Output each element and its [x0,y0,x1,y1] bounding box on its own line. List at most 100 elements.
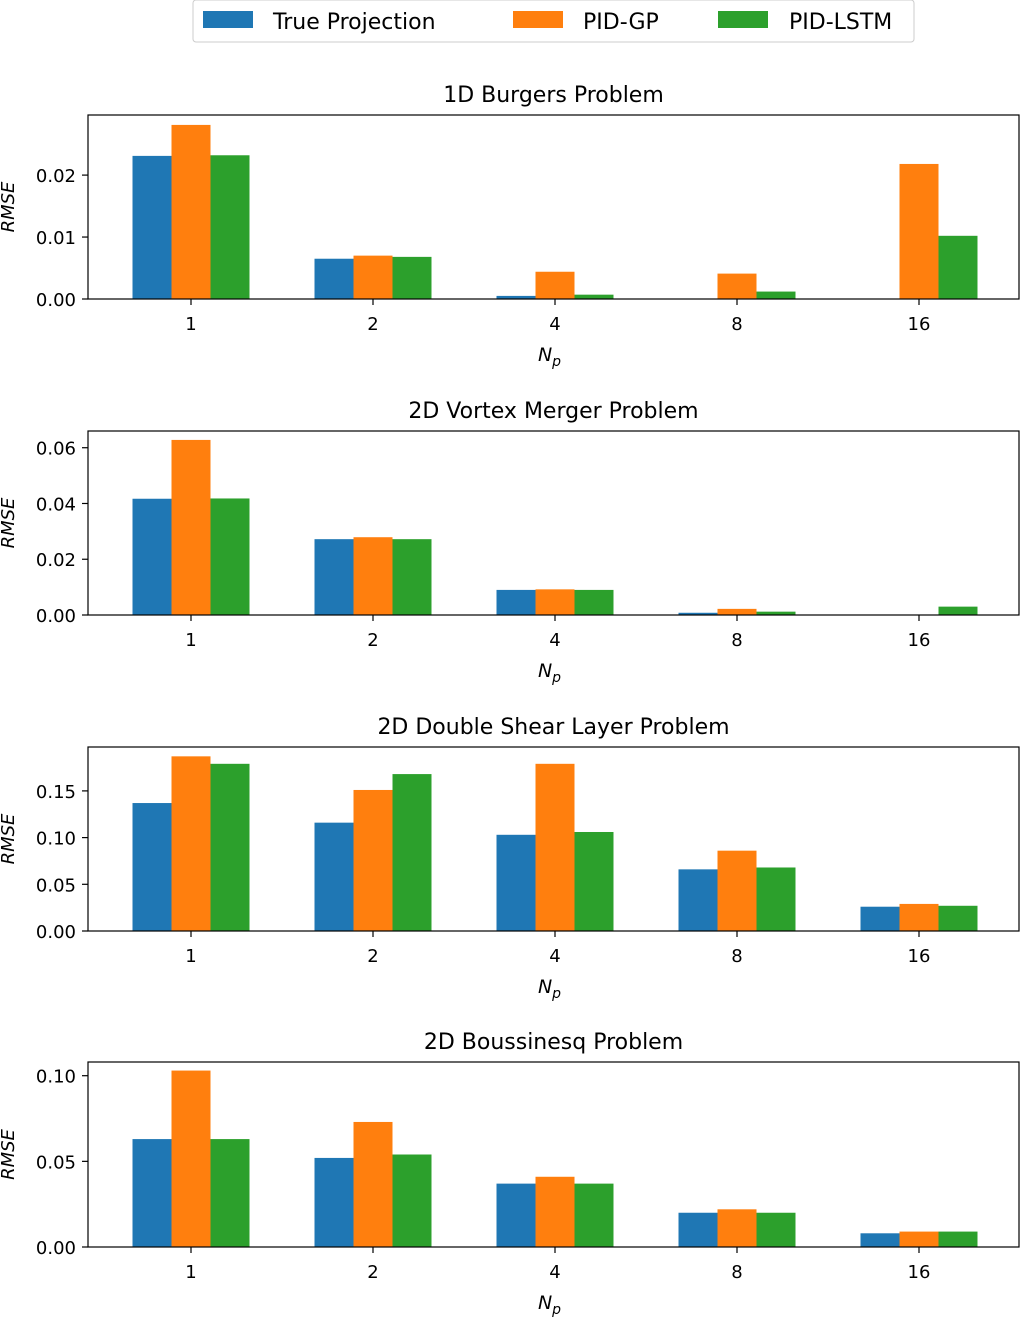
x-tick-label: 16 [908,946,931,967]
bar-pid-gp-4 [535,1176,575,1247]
bar-pid-gp-1 [171,756,211,931]
bar-pid-gp-2 [353,789,393,931]
subplot-3: 2D Double Shear Layer Problem 0.00 0.05 0.1… [0,715,1020,1002]
bar-pid-lstm-2 [392,774,432,931]
x-tick-label: 1 [185,630,196,651]
x-tick-label: 1 [185,1262,196,1283]
y-tick-label: 0.00 [36,290,76,311]
chart-title: 2D Double Shear Layer Problem [377,715,729,740]
x-tick-label: 2 [367,1262,378,1283]
plot-frame [87,114,1020,300]
x-tick-label: 4 [549,1262,560,1283]
bar-true-projection-4 [496,1183,536,1247]
bar-true-projection-4 [496,589,536,615]
legend-swatch-true-projection [203,11,253,28]
x-tick-label: 8 [731,314,742,335]
x-tick-label: 4 [549,314,560,335]
bar-true-projection-2 [314,1157,354,1247]
x-tick-label: 1 [185,946,196,967]
x-tick-label: 2 [367,314,378,335]
bar-pid-gp-1 [171,439,211,615]
x-tick-label: 8 [731,1262,742,1283]
y-tick-label: 0.15 [36,782,76,803]
bar-pid-gp-2 [353,1121,393,1247]
y-tick-label: 0.00 [36,1238,76,1259]
bar-pid-lstm-1 [210,498,250,615]
bar-true-projection-4 [496,834,536,931]
bar-pid-gp-16 [899,903,939,931]
y-tick-label: 0.10 [36,1067,76,1088]
x-tick-label: 16 [908,630,931,651]
plot-frame [87,746,1020,932]
subplot-2: 2D Vortex Merger Problem 0.00 0.02 0.04 0.06… [0,399,1020,686]
legend-swatch-pid-gp [513,11,563,28]
y-axis-label: RMSE [0,497,19,548]
bar-pid-gp-4 [535,271,575,299]
bar-pid-gp-1 [171,1070,211,1247]
bar-pid-gp-8 [717,850,757,931]
bar-pid-gp-2 [353,537,393,615]
x-tick-label: 16 [908,314,931,335]
bar-pid-lstm-16 [938,235,978,299]
legend-label-true-projection: True Projection [272,10,436,35]
bar-pid-lstm-2 [392,256,432,299]
bar-true-projection-2 [314,822,354,931]
legend-label-pid-lstm: PID-LSTM [789,10,892,35]
bar-true-projection-1 [132,498,172,615]
bar-pid-gp-2 [353,255,393,299]
x-axis-label: Np [538,976,561,1002]
x-tick-label: 16 [908,1262,931,1283]
x-tick-label: 4 [549,630,560,651]
bar-pid-lstm-2 [392,1154,432,1247]
bar-pid-lstm-8 [756,611,796,615]
plot-frame [87,1061,1020,1248]
x-axis-label: Np [538,1292,561,1317]
x-tick-label: 1 [185,314,196,335]
x-axis-label: Np [538,344,561,370]
y-axis-label: RMSE [0,1128,19,1179]
bar-pid-gp-16 [899,163,939,299]
bar-pid-lstm-16 [938,606,978,615]
bar-true-projection-4 [496,295,536,299]
bar-true-projection-1 [132,1139,172,1247]
subplot-1: 1D Burgers Problem 0.00 0.01 0.02 1 2 4 8 16 Np RM… [0,83,1020,370]
bar-pid-lstm-4 [574,831,614,931]
chart-title: 1D Burgers Problem [443,83,664,108]
bar-pid-gp-1 [171,124,211,299]
x-tick-label: 2 [367,630,378,651]
bar-true-projection-2 [314,258,354,299]
bar-pid-lstm-16 [938,1231,978,1247]
plot-frame [87,430,1020,616]
x-axis-label: Np [538,660,561,686]
bar-pid-lstm-2 [392,539,432,615]
x-tick-label: 8 [731,946,742,967]
bar-pid-lstm-4 [574,1183,614,1247]
legend-label-pid-gp: PID-GP [583,10,659,35]
x-tick-label: 8 [731,630,742,651]
bar-pid-gp-4 [535,763,575,931]
y-tick-label: 0.00 [36,922,76,943]
bar-true-projection-8 [678,1212,718,1247]
y-axis-label: RMSE [0,181,19,232]
y-tick-label: 0.06 [36,439,76,460]
y-tick-label: 0.00 [36,606,76,627]
chart-title: 2D Boussinesq Problem [424,1030,683,1055]
bar-pid-gp-4 [535,589,575,615]
bar-true-projection-8 [678,869,718,931]
bar-true-projection-8 [678,612,718,615]
bar-pid-lstm-8 [756,867,796,931]
chart-title: 2D Vortex Merger Problem [408,399,698,424]
bar-pid-gp-8 [717,608,757,615]
legend: True Projection PID-GP PID-LSTM [192,0,915,43]
subplot-4: 2D Boussinesq Problem 0.00 0.05 0.10 1 2 4 8 16 N… [0,1030,1020,1317]
bar-pid-lstm-8 [756,291,796,299]
bar-pid-lstm-16 [938,905,978,931]
bar-pid-lstm-8 [756,1212,796,1247]
x-axis-label-subscript: p [551,670,561,686]
x-axis-label-subscript: p [551,354,561,370]
y-tick-label: 0.05 [36,875,76,896]
x-axis-label-subscript: p [551,986,561,1002]
bar-pid-lstm-1 [210,763,250,931]
y-tick-label: 0.02 [36,166,76,187]
